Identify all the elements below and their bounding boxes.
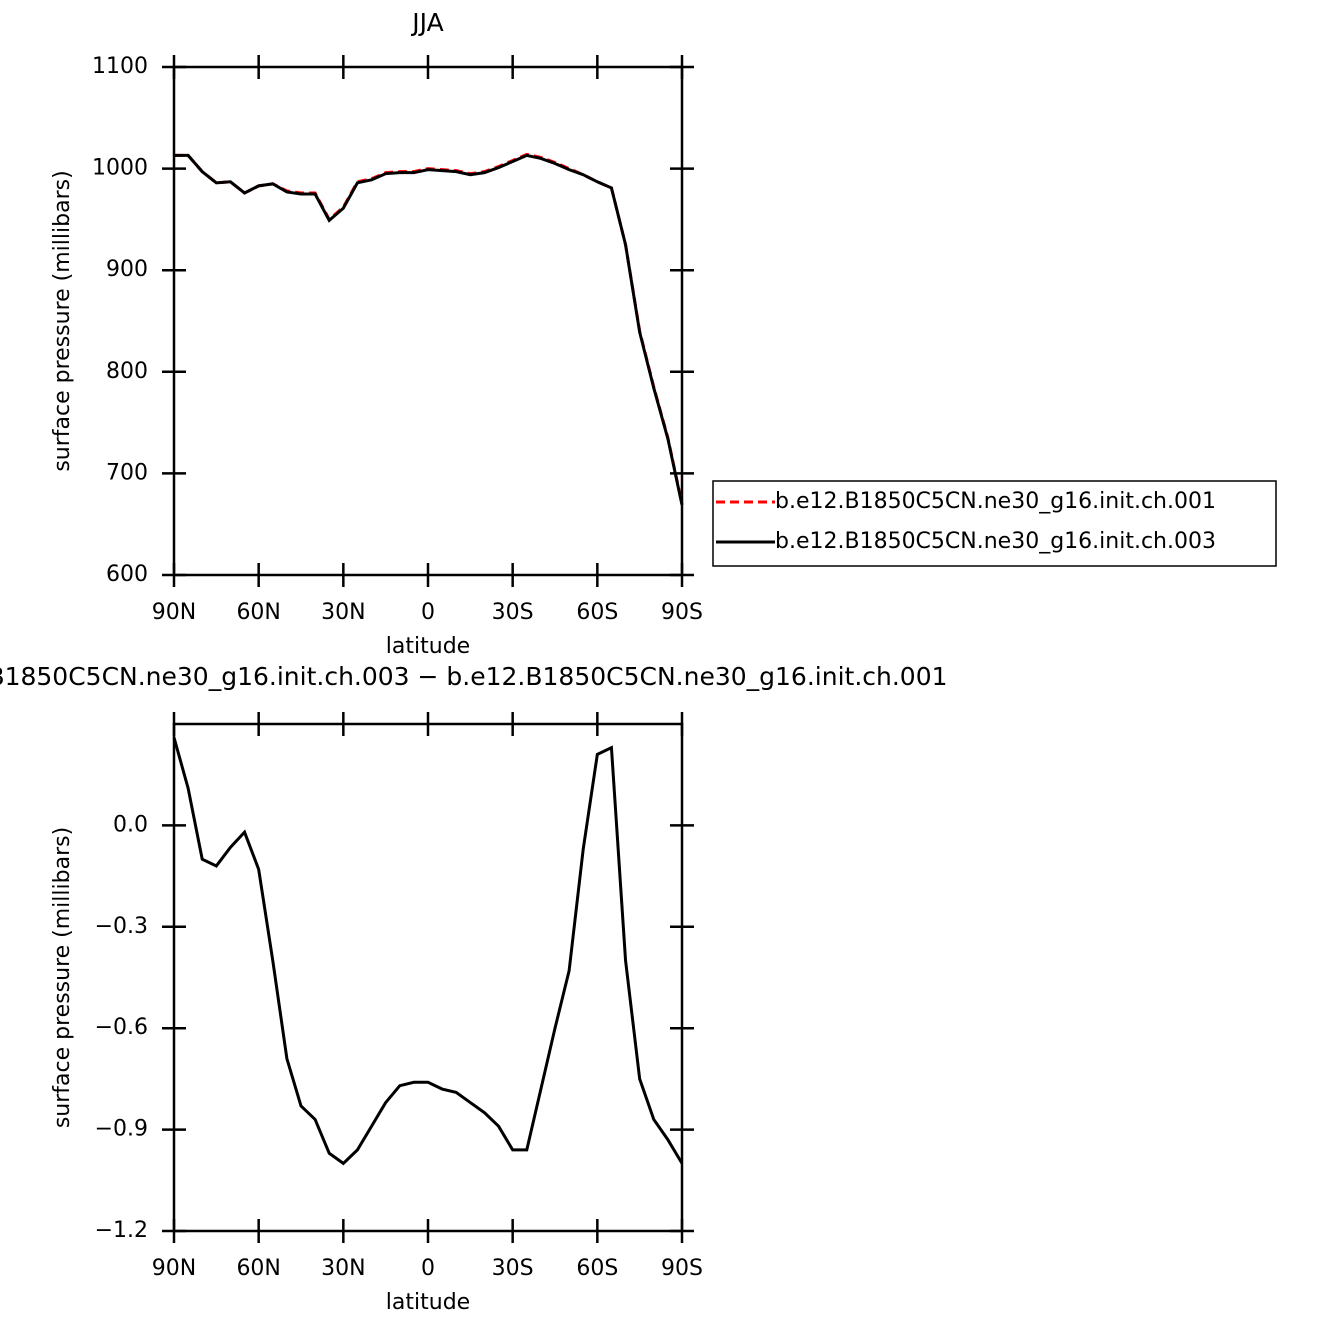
data-line [174,153,684,506]
legend-label: b.e12.B1850C5CN.ne30_g16.init.ch.003 [775,529,1216,554]
legend-label: b.e12.B1850C5CN.ne30_g16.init.ch.001 [775,489,1216,514]
x-tick-label: 0 [421,1256,435,1281]
x-tick-label: 0 [421,600,435,625]
x-tick-label: 60N [236,600,280,625]
data-line [172,737,684,1166]
y-tick-label: 1100 [92,54,148,79]
x-tick-label: 90S [661,600,703,625]
data-line [174,152,684,505]
y-tick-label: 0.0 [113,812,148,837]
x-tick-label: 90N [152,600,196,625]
y-tick-label: 600 [106,562,148,587]
x-tick-label: 90N [152,1256,196,1281]
x-axis-label: latitude [386,1290,470,1315]
y-axis-label: surface pressure (millibars) [50,170,75,471]
y-tick-label: 900 [106,257,148,282]
y-axis-label: surface pressure (millibars) [50,827,75,1128]
y-tick-label: 700 [106,460,148,485]
x-tick-label: 60N [236,1256,280,1281]
y-tick-label: −1.2 [95,1218,148,1243]
x-tick-label: 90S [661,1256,703,1281]
x-axis-label: latitude [386,634,470,659]
chart-title: JJA [410,8,443,37]
x-tick-label: 60S [576,600,618,625]
plot-frame [172,722,684,1233]
y-tick-label: −0.3 [95,914,148,939]
chart-title: b.e12.B1850C5CN.ne30_g16.init.ch.003 − b… [0,662,948,691]
y-tick-label: 1000 [92,156,148,181]
x-tick-label: 30S [492,600,534,625]
x-tick-label: 30N [321,600,365,625]
y-tick-label: −0.6 [95,1015,148,1040]
x-tick-label: 30N [321,1256,365,1281]
y-tick-label: 800 [106,359,148,384]
plot-frame [172,65,684,577]
x-tick-label: 30S [492,1256,534,1281]
legend-box [712,480,1277,567]
y-tick-label: −0.9 [95,1117,148,1142]
x-tick-label: 60S [576,1256,618,1281]
